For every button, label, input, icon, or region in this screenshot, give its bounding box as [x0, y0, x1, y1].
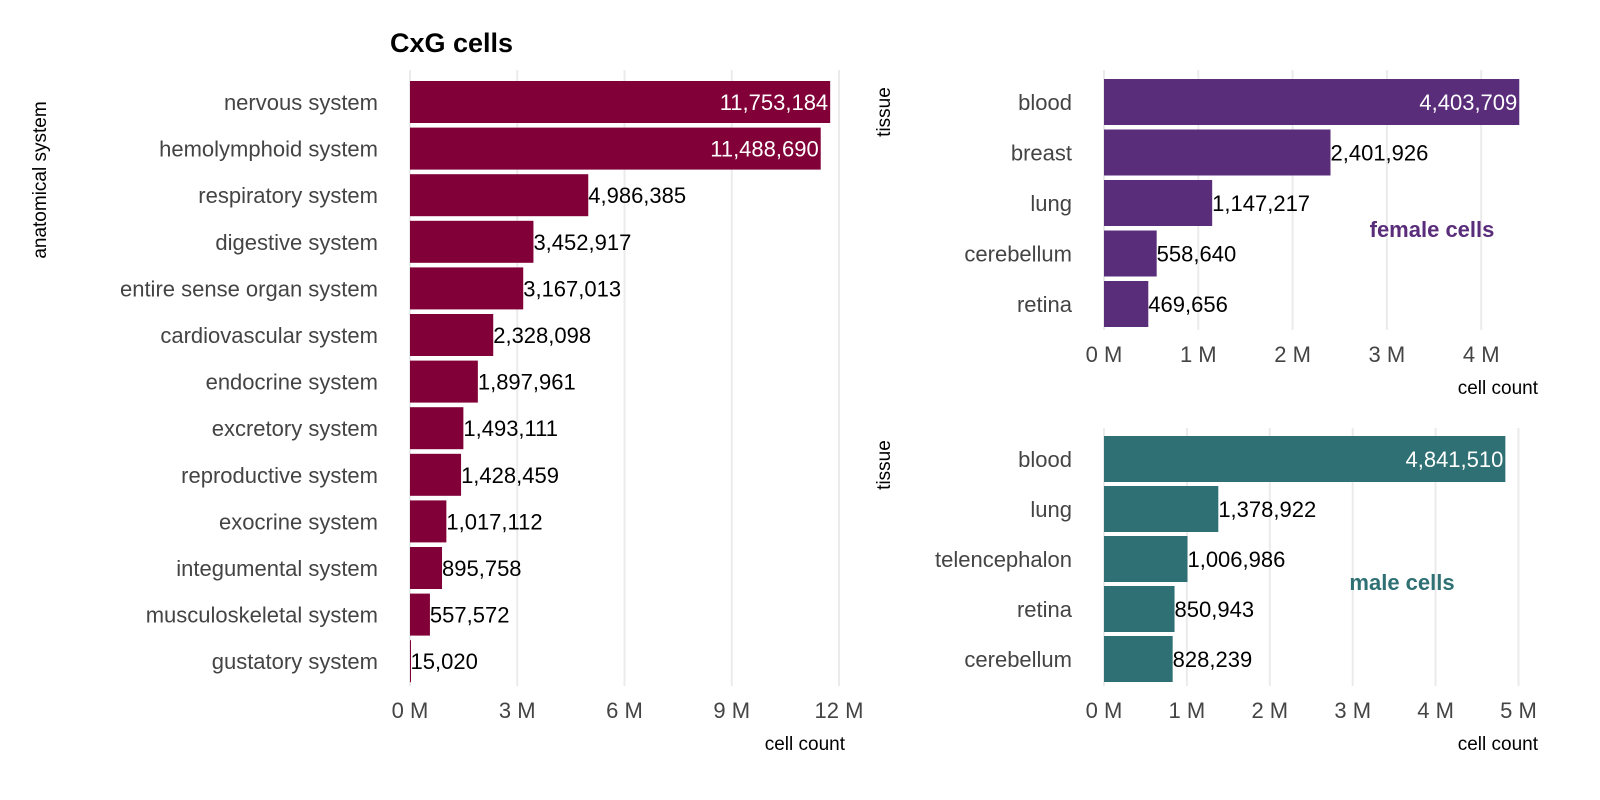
- y-tick-label: telencephalon: [935, 547, 1072, 572]
- y-tick-label: gustatory system: [212, 649, 378, 674]
- bar: [410, 407, 464, 450]
- bar: [1104, 436, 1506, 482]
- x-tick-label: 1 M: [1169, 698, 1206, 723]
- data-label: 850,943: [1175, 597, 1255, 622]
- x-tick-label: 4 M: [1417, 698, 1454, 723]
- bar: [410, 640, 411, 683]
- y-tick-label: breast: [1011, 141, 1072, 166]
- bar: [410, 174, 589, 217]
- x-tick-label: 0 M: [392, 698, 429, 723]
- bar: [410, 500, 447, 543]
- y-tick-label: exocrine system: [219, 509, 378, 534]
- x-tick-label: 5 M: [1500, 698, 1537, 723]
- bar: [410, 593, 430, 636]
- data-label: 4,403,709: [1419, 90, 1517, 115]
- data-label: 4,841,510: [1405, 447, 1503, 472]
- data-label: 1,428,459: [461, 463, 559, 488]
- x-tick-label: 2 M: [1274, 342, 1311, 367]
- bar: [1104, 180, 1213, 226]
- data-label: 11,488,690: [710, 137, 818, 162]
- y-tick-label: musculoskeletal system: [146, 603, 378, 628]
- y-tick-label: cerebellum: [964, 242, 1072, 267]
- y-tick-label: hemolymphoid system: [159, 137, 378, 162]
- bar: [410, 547, 443, 589]
- data-label: 2,401,926: [1331, 141, 1429, 166]
- chart-title: CxG cells: [390, 28, 513, 58]
- y-tick-label: retina: [1017, 292, 1073, 317]
- y-tick-label: retina: [1017, 597, 1073, 622]
- bar: [1104, 636, 1173, 682]
- y-tick-label: nervous system: [224, 90, 378, 115]
- y-tick-label: blood: [1018, 90, 1072, 115]
- bar: [1104, 586, 1175, 632]
- x-tick-label: 6 M: [606, 698, 643, 723]
- x-tick-label: 4 M: [1463, 342, 1500, 367]
- data-label: 557,572: [430, 603, 510, 628]
- y-tick-label: endocrine system: [206, 370, 378, 395]
- x-tick-label: 12 M: [815, 698, 864, 723]
- y-axis-label: tissue: [874, 440, 895, 490]
- bar: [1104, 79, 1520, 125]
- data-label: 1,006,986: [1187, 547, 1285, 572]
- y-tick-label: lung: [1030, 497, 1072, 522]
- bar: [410, 453, 462, 496]
- y-tick-label: respiratory system: [198, 183, 378, 208]
- bar: [1104, 536, 1188, 582]
- data-label: 1,017,112: [446, 509, 542, 534]
- bar: [410, 220, 534, 263]
- panel-annotation: female cells: [1370, 217, 1495, 242]
- y-tick-label: digestive system: [215, 230, 378, 255]
- data-label: 1,493,111: [463, 416, 558, 441]
- bar: [1104, 281, 1149, 327]
- y-tick-label: cardiovascular system: [160, 323, 378, 348]
- x-tick-label: 0 M: [1086, 342, 1123, 367]
- data-label: 558,640: [1157, 242, 1237, 267]
- data-label: 895,758: [442, 556, 522, 581]
- y-tick-label: cerebellum: [964, 647, 1072, 672]
- bar: [410, 127, 821, 170]
- y-tick-label: integumental system: [176, 556, 378, 581]
- bar: [410, 360, 478, 403]
- y-tick-label: excretory system: [212, 416, 378, 441]
- bar: [410, 314, 494, 356]
- y-tick-label: blood: [1018, 447, 1072, 472]
- x-tick-label: 2 M: [1251, 698, 1288, 723]
- data-label: 2,328,098: [493, 323, 591, 348]
- bar: [410, 267, 524, 310]
- bar: [1104, 486, 1219, 532]
- data-label: 1,147,217: [1212, 191, 1310, 216]
- y-tick-label: reproductive system: [181, 463, 378, 488]
- x-axis-label: cell count: [765, 734, 846, 755]
- x-axis-label: cell count: [1458, 734, 1539, 755]
- bar: [1104, 230, 1157, 277]
- data-label: 11,753,184: [720, 90, 828, 115]
- data-label: 828,239: [1173, 647, 1253, 672]
- data-label: 1,378,922: [1218, 497, 1316, 522]
- y-tick-label: entire sense organ system: [120, 276, 378, 301]
- data-label: 4,986,385: [588, 183, 686, 208]
- x-tick-label: 9 M: [713, 698, 750, 723]
- x-tick-label: 3 M: [1369, 342, 1406, 367]
- bar: [1104, 129, 1331, 176]
- y-tick-label: lung: [1030, 191, 1072, 216]
- x-tick-label: 3 M: [499, 698, 536, 723]
- data-label: 3,167,013: [523, 276, 621, 301]
- panel-annotation: male cells: [1349, 570, 1454, 595]
- y-axis-label: anatomical system: [30, 101, 51, 258]
- x-tick-label: 3 M: [1334, 698, 1371, 723]
- x-axis-label: cell count: [1458, 378, 1539, 399]
- bar: [410, 81, 831, 123]
- x-tick-label: 1 M: [1180, 342, 1217, 367]
- x-tick-label: 0 M: [1086, 698, 1123, 723]
- y-axis-label: tissue: [874, 87, 895, 137]
- data-label: 15,020: [411, 649, 478, 674]
- data-label: 469,656: [1148, 292, 1228, 317]
- data-label: 3,452,917: [533, 230, 631, 255]
- data-label: 1,897,961: [478, 370, 576, 395]
